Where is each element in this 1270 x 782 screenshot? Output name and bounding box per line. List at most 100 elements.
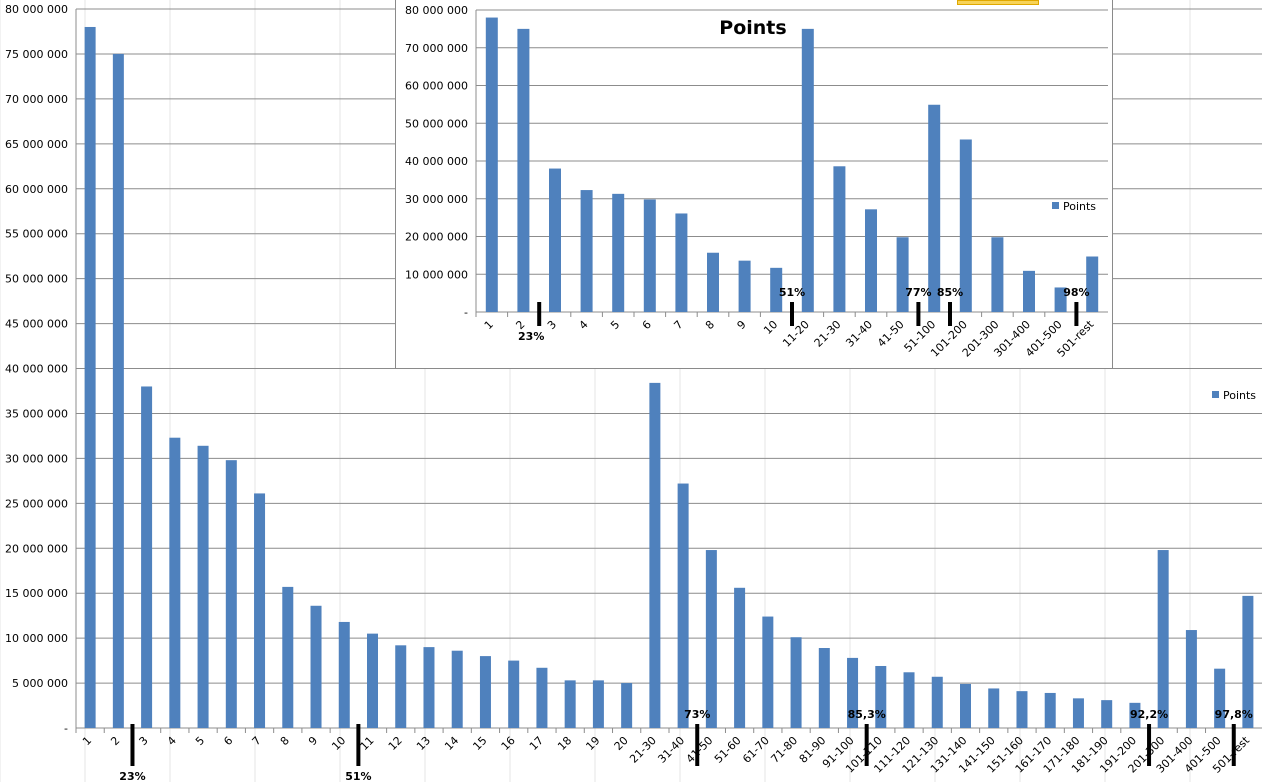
main-bar[interactable]: [677, 483, 689, 728]
inset-bar[interactable]: [991, 237, 1004, 312]
main-bar[interactable]: [1101, 700, 1113, 728]
main-y-tick-label: 25 000 000: [5, 497, 68, 510]
inset-bar[interactable]: [1086, 256, 1099, 312]
main-bar[interactable]: [1044, 692, 1056, 728]
inset-x-tick-label: 7: [671, 318, 685, 332]
main-x-tick-label: 5: [193, 734, 207, 748]
main-x-tick-label: 13: [414, 734, 433, 753]
main-bar[interactable]: [1072, 698, 1084, 728]
inset-bar[interactable]: [580, 190, 593, 312]
inset-bar[interactable]: [707, 252, 719, 312]
main-y-tick-label: 80 000 000: [5, 3, 68, 16]
main-bar[interactable]: [282, 586, 294, 728]
inset-bar[interactable]: [1023, 270, 1035, 312]
main-bar[interactable]: [395, 645, 407, 728]
main-bar[interactable]: [141, 386, 153, 728]
main-bar[interactable]: [225, 460, 237, 728]
inset-x-tick-label: 4: [577, 318, 591, 332]
main-bar[interactable]: [818, 648, 830, 728]
main-y-tick-label: 65 000 000: [5, 138, 68, 151]
main-bar[interactable]: [254, 493, 266, 728]
main-y-tick-label: 70 000 000: [5, 93, 68, 106]
main-bar[interactable]: [931, 676, 943, 728]
main-bar[interactable]: [1016, 691, 1028, 728]
main-bar[interactable]: [592, 680, 604, 728]
main-bar[interactable]: [734, 587, 746, 728]
main-bar[interactable]: [508, 660, 520, 728]
main-x-tick-label: 51-60: [712, 734, 744, 766]
main-y-tick-label: 50 000 000: [5, 273, 68, 286]
main-x-tick-label: 10: [329, 734, 348, 753]
inset-percent-label: 77%: [905, 286, 931, 299]
main-bar[interactable]: [451, 650, 463, 728]
main-bar[interactable]: [790, 637, 802, 728]
main-bar[interactable]: [197, 445, 209, 728]
inset-bar[interactable]: [770, 267, 783, 312]
inset-bar[interactable]: [675, 213, 688, 312]
inset-bar-chart[interactable]: - 10 000 000 20 000 000 30 000 000 40 000 00…: [396, 0, 1112, 368]
inset-y-tick-label: 10 000 000: [405, 268, 468, 281]
inset-bar[interactable]: [517, 28, 530, 312]
main-y-tick-label: 10 000 000: [5, 632, 68, 645]
main-x-tick-label: 2: [108, 734, 122, 748]
inset-bar[interactable]: [865, 209, 877, 312]
inset-bar[interactable]: [485, 17, 498, 313]
inset-percent-label: 51%: [779, 286, 805, 299]
main-bar[interactable]: [423, 647, 435, 728]
inset-bar[interactable]: [801, 28, 814, 312]
main-bar[interactable]: [1129, 702, 1141, 728]
inset-percent-label: 98%: [1063, 286, 1089, 299]
inset-bar[interactable]: [1054, 287, 1067, 312]
main-bar[interactable]: [1242, 595, 1254, 728]
selected-cell-highlight: [957, 0, 1039, 5]
main-bar[interactable]: [112, 53, 124, 728]
main-bar[interactable]: [960, 683, 971, 728]
main-bar[interactable]: [847, 657, 859, 728]
inset-bar[interactable]: [738, 260, 751, 312]
inset-bar[interactable]: [549, 168, 561, 312]
main-bar[interactable]: [988, 688, 1000, 728]
inset-bar[interactable]: [833, 166, 846, 312]
inset-bar[interactable]: [928, 104, 941, 312]
main-x-tick-label: 31-40: [655, 734, 687, 766]
main-y-tick-label: 15 000 000: [5, 587, 68, 600]
main-percent-label: 73%: [684, 708, 710, 721]
main-x-tick-label: 1: [80, 734, 94, 748]
main-bar[interactable]: [649, 382, 661, 728]
main-x-tick-label: 14: [442, 734, 461, 753]
main-bar[interactable]: [564, 680, 576, 728]
main-bar[interactable]: [338, 621, 350, 728]
inset-chart-frame[interactable]: - 10 000 000 20 000 000 30 000 000 40 000 00…: [395, 0, 1113, 369]
main-bar[interactable]: [705, 550, 717, 728]
main-bar[interactable]: [621, 683, 633, 728]
main-x-tick-label: 3: [137, 734, 151, 748]
inset-y-tick-label: -: [464, 306, 468, 319]
main-x-tick-label: 8: [278, 734, 292, 748]
inset-x-tick-label: 11-20: [780, 318, 812, 350]
inset-x-tick-label: 5: [608, 318, 622, 332]
main-bar[interactable]: [367, 633, 378, 728]
inset-bar[interactable]: [612, 193, 625, 312]
main-bar[interactable]: [1185, 630, 1197, 728]
main-bar[interactable]: [762, 616, 774, 728]
main-bar[interactable]: [84, 26, 96, 729]
main-bar[interactable]: [1157, 550, 1169, 728]
inset-bar[interactable]: [643, 199, 656, 312]
main-bar[interactable]: [310, 605, 322, 728]
main-x-tick-label: 19: [583, 734, 602, 753]
inset-percent-label: 85%: [937, 286, 963, 299]
inset-y-tick-label: 60 000 000: [405, 80, 468, 93]
main-bar[interactable]: [875, 665, 887, 728]
main-x-tick-label: 41-50: [684, 734, 716, 766]
inset-bar[interactable]: [896, 237, 909, 312]
main-bar[interactable]: [536, 667, 548, 728]
main-bar[interactable]: [1214, 668, 1226, 728]
inset-legend-swatch: [1052, 202, 1059, 209]
inset-bar[interactable]: [959, 139, 972, 312]
main-bar[interactable]: [479, 656, 491, 728]
main-bar[interactable]: [169, 437, 181, 728]
main-x-tick-label: 20: [612, 734, 631, 753]
main-bar[interactable]: [903, 672, 915, 728]
main-y-tick-label: 20 000 000: [5, 542, 68, 555]
